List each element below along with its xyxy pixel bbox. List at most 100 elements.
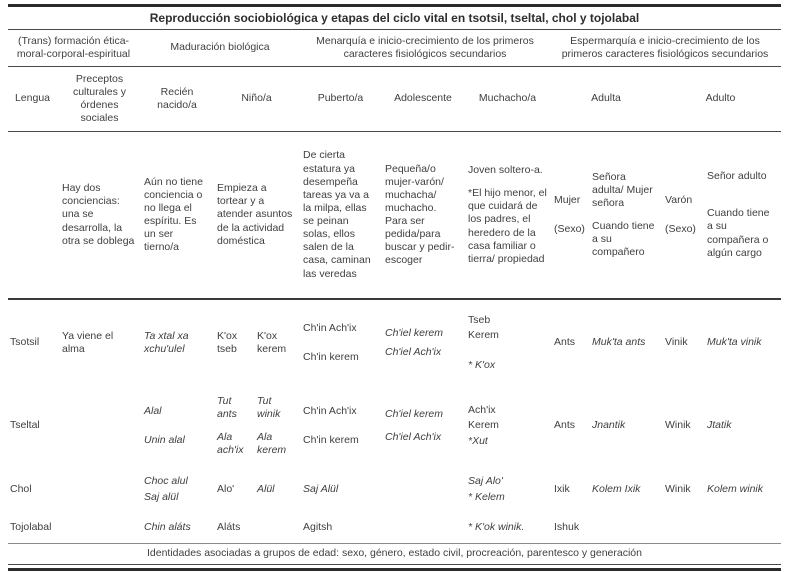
desc-text: Hay dos conciencias: una se desarrolla, … <box>62 182 135 247</box>
term: *Xut <box>468 434 488 447</box>
table-row-tsotsil: Tsotsil Ya viene el alma Ta xtal xa xchu… <box>8 300 781 386</box>
col-header-lengua: Lengua <box>14 92 51 105</box>
term: Vinik <box>665 336 688 349</box>
term: Agitsh <box>303 521 333 534</box>
desc-text: Aún no tiene conciencia o no llega el es… <box>144 175 203 254</box>
cell-muchacho: Tseb Kerem * K'ox <box>466 300 552 386</box>
term: Unin alal <box>144 434 185 446</box>
term: Ants <box>554 336 576 349</box>
term: Jtatik <box>707 419 732 432</box>
term: Ch'iel kerem <box>385 326 444 339</box>
term: Ixik <box>554 482 570 495</box>
term: * Kelem <box>468 490 505 503</box>
cell-recien: Choc alul Saj alül <box>142 466 215 513</box>
term: Ch'in Ach'ix <box>303 404 357 417</box>
language-label: Tseltal <box>10 419 40 432</box>
cell-nino-m: K'ox kerem <box>255 300 301 386</box>
cell-desc-adulta-sexo: Mujer (Sexo) <box>552 132 590 298</box>
cell-puberto: Ch'in Ach'ix Ch'in kerem <box>301 300 383 386</box>
cell-adulta-sexo: Ixik <box>552 466 590 513</box>
group-header-row: (Trans) formación ética-moral-corporal-e… <box>8 30 781 67</box>
desc-text: De cierta estatura ya desempeña tareas y… <box>303 149 371 280</box>
col-header-preceptos: Preceptos culturales y órdenes sociales <box>72 72 127 125</box>
col-header-puberto: Puberto/a <box>317 92 364 105</box>
term: Ants <box>554 419 576 432</box>
cell-adulta: Muk'ta ants <box>590 300 663 386</box>
col-header-nino: Niño/a <box>241 92 272 105</box>
group-header-transformacion: (Trans) formación ética-moral-corporal-e… <box>16 34 131 60</box>
cell-desc-nino: Empieza a tortear y a atender asuntos de… <box>215 132 301 298</box>
cell-desc-recien: Aún no tiene conciencia o no llega el es… <box>142 132 215 298</box>
term: Ach'ix <box>468 404 496 417</box>
cell-lengua: Tseltal <box>8 386 60 466</box>
cell-preceptos <box>60 386 142 466</box>
desc-text: Empieza a tortear y a atender asuntos de… <box>217 182 293 247</box>
cell-adulta-sexo: Ishuk <box>552 513 590 543</box>
term: Ala kerem <box>257 431 287 457</box>
cell-muchacho: Saj Alo' * Kelem <box>466 466 552 513</box>
cell-nino-f: Tut ants Ala ach'ix <box>215 386 255 466</box>
term: Ch'iel Ach'ix <box>385 431 442 443</box>
table-title: Reproducción sociobiológica y etapas del… <box>149 10 640 25</box>
table-footer-row: Identidades asociadas a grupos de edad: … <box>8 543 781 564</box>
cell-adolescente: Ch'iel kerem Ch'iel Ach'ix <box>383 386 466 466</box>
cell-adulta: Jnantik <box>590 386 663 466</box>
cell-desc-muchacho: Joven soltero-a. *El hijo menor, el que … <box>466 132 552 298</box>
cell-adulta: Kolem Ixik <box>590 466 663 513</box>
desc-text: Varón <box>665 193 693 206</box>
cell-desc-lengua-empty <box>8 132 60 298</box>
table-row-chol: Chol Choc alul Saj alül Alo' Alül Saj Al… <box>8 466 781 513</box>
cell-desc-puberto: De cierta estatura ya desempeña tareas y… <box>301 132 383 298</box>
term: Muk'ta ants <box>592 336 646 349</box>
term: Ch'iel Ach'ix <box>385 346 442 358</box>
term: Tseb <box>468 314 491 327</box>
term: Muk'ta vinik <box>707 336 762 349</box>
term: Tut winik <box>257 394 281 420</box>
cell-desc-adulto-sexo: Varón (Sexo) <box>663 132 705 298</box>
term: Jnantik <box>592 419 626 432</box>
term: K'ox kerem <box>257 329 287 355</box>
term: Ala ach'ix <box>217 431 244 457</box>
cell-adulto-sexo <box>663 513 705 543</box>
col-header-adulta: Adulta <box>591 92 621 105</box>
cell-puberto: Agitsh <box>301 513 383 543</box>
term: Winik <box>665 482 691 495</box>
cell-desc-adulta: Señora adulta/ Mujer señora Cuando tiene… <box>590 132 663 298</box>
cell-desc-preceptos: Hay dos conciencias: una se desarrolla, … <box>60 132 142 298</box>
cell-desc-adolescente: Pequeña/o mujer-varón/ muchacha/ muchach… <box>383 132 466 298</box>
term: K'ox tseb <box>217 329 238 355</box>
cell-adulto: Kolem winik <box>705 466 781 513</box>
col-header-recien-nacido: Recién nacido/a <box>157 85 197 111</box>
term: Saj alül <box>144 490 179 503</box>
cell-recien: Ta xtal xa xchu'ulel <box>142 300 215 386</box>
cell-adulta <box>590 513 663 543</box>
cell-adolescente: Ch'iel kerem Ch'iel Ach'ix <box>383 300 466 386</box>
term: Choc alul <box>144 475 188 488</box>
cell-nino-m <box>255 513 301 543</box>
cell-adulta-sexo: Ants <box>552 386 590 466</box>
language-label: Tojolabal <box>10 521 52 534</box>
term: Ch'in Ach'ix <box>303 321 357 334</box>
language-label: Chol <box>10 482 32 495</box>
term: Chin aláts <box>144 521 191 534</box>
col-header-adulto: Adulto <box>705 92 736 105</box>
cell-muchacho: * K'ok winik. <box>466 513 552 543</box>
cell-adulta-sexo: Ants <box>552 300 590 386</box>
cell-adulto-sexo: Winik <box>663 386 705 466</box>
desc-text: Joven soltero-a. <box>468 164 543 177</box>
desc-text: Señora adulta/ Mujer señora <box>592 170 653 209</box>
table-top-rule <box>8 4 781 7</box>
desc-text: (Sexo) <box>665 223 696 235</box>
col-header-adolescente: Adolescente <box>394 92 452 105</box>
term: Winik <box>665 419 691 432</box>
term: Tut ants <box>217 394 237 420</box>
desc-text: Señor adulto <box>707 170 767 183</box>
table-title-row: Reproducción sociobiológica y etapas del… <box>8 7 781 30</box>
cell-adolescente <box>383 513 466 543</box>
term: Ch'in kerem <box>303 434 359 446</box>
term: Ta xtal xa xchu'ulel <box>144 329 189 355</box>
table-row-tseltal: Tseltal Alal Unin alal Tut ants Ala ach'… <box>8 386 781 466</box>
desc-text: Cuando tiene a su compañero <box>592 220 655 259</box>
desc-text: Pequeña/o mujer-varón/ muchacha/ muchach… <box>385 162 455 267</box>
